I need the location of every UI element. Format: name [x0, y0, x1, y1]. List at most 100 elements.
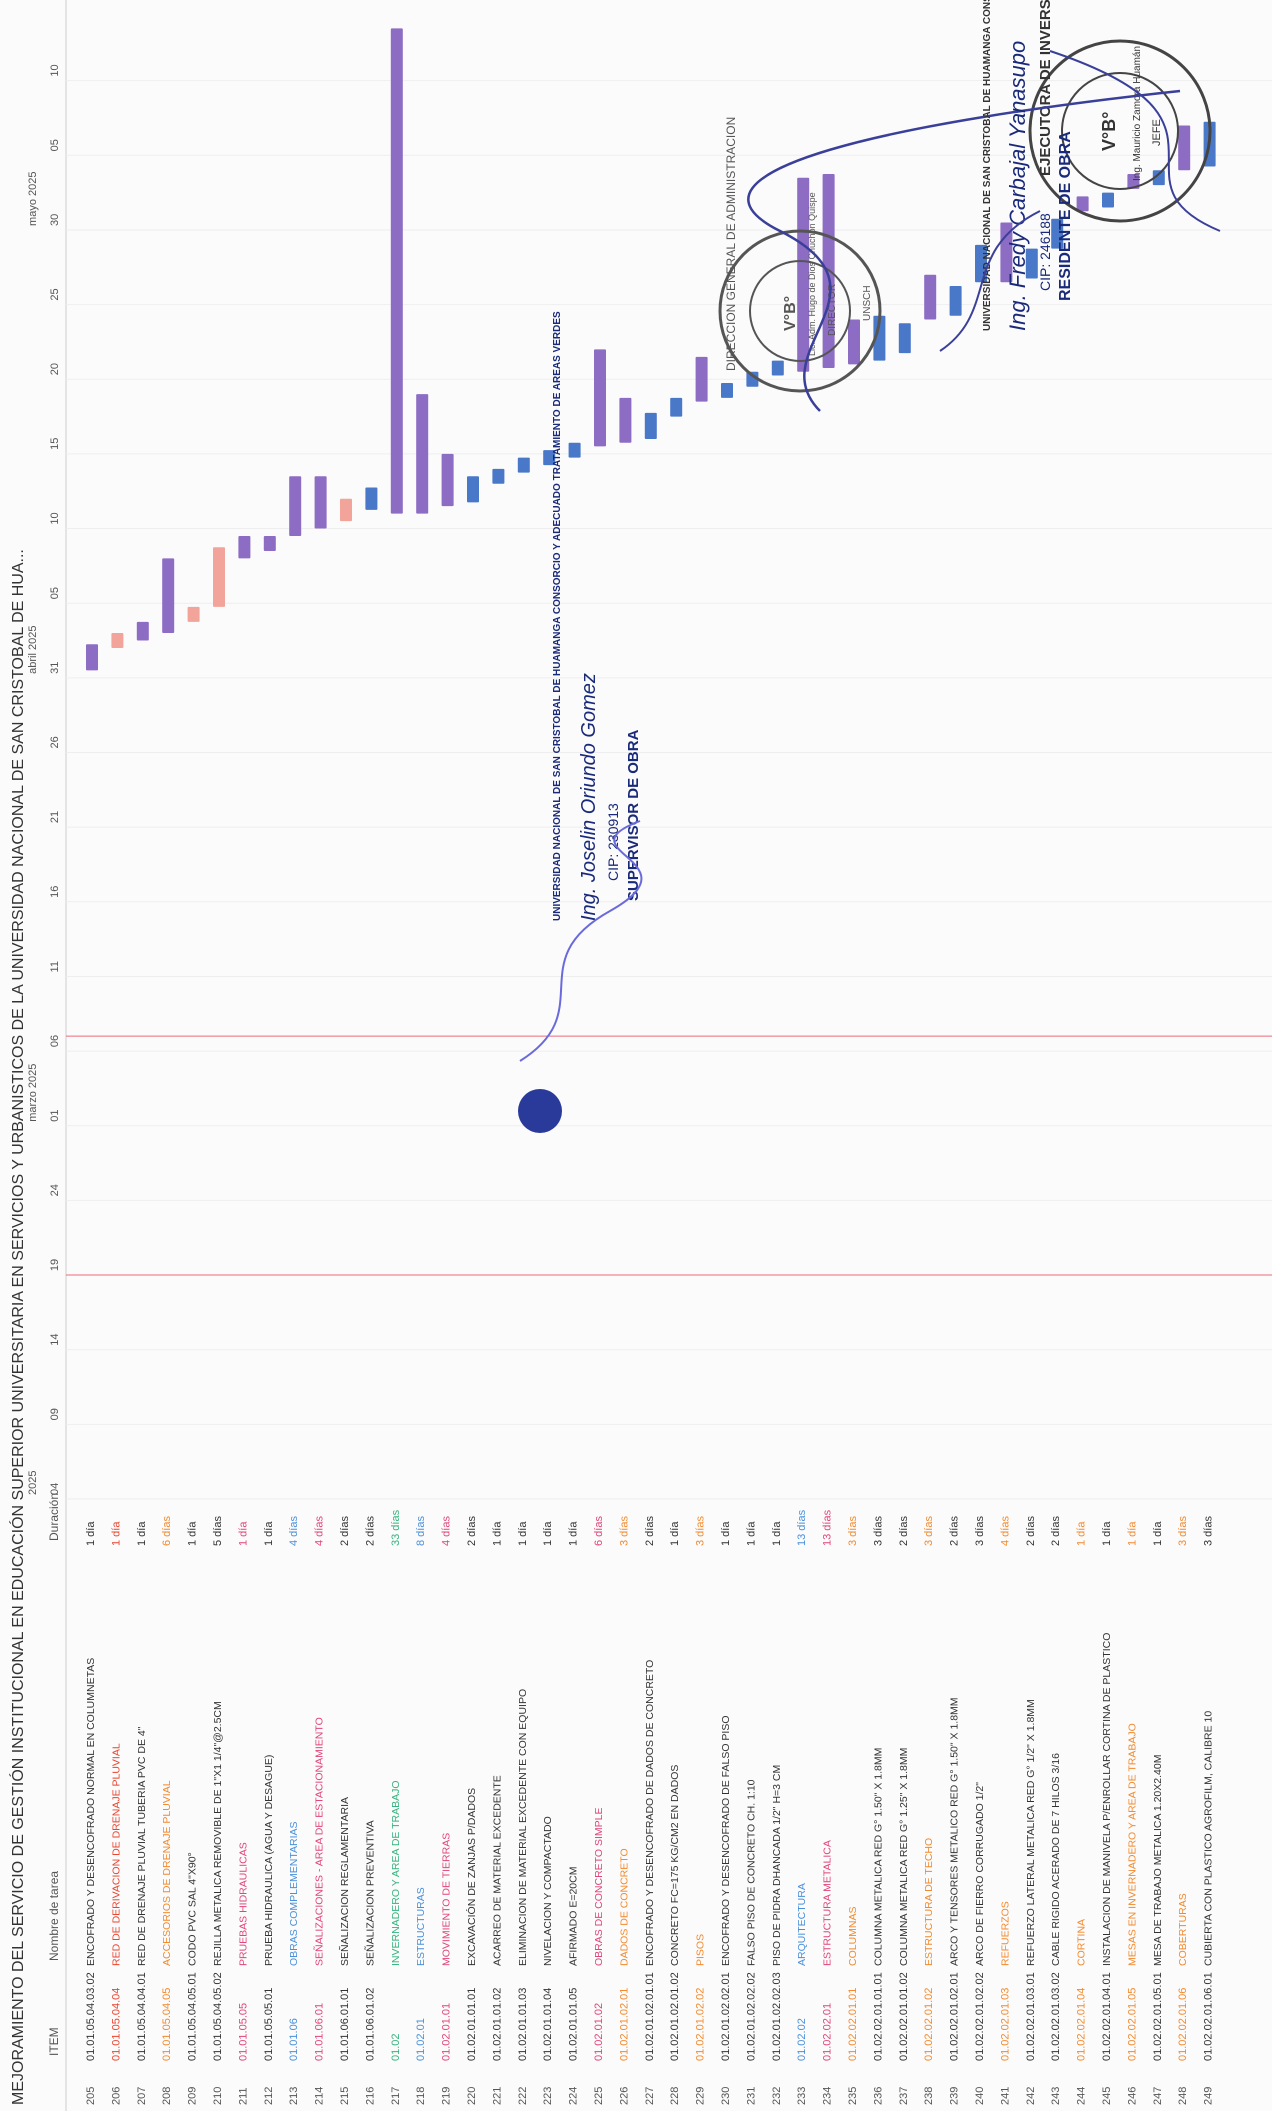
task-row-name: MESA DE TRABAJO METALICA 1.20X2.40M — [1152, 1755, 1164, 1966]
task-row-code: 01.02.02.01.01.01 — [872, 1972, 884, 2061]
gantt-bar — [162, 558, 175, 634]
task-row-name: COLUMNA METALICA RED G° 1.50" X 1.8MM — [872, 1748, 884, 1966]
task-row-duration: 13 días — [796, 1509, 808, 1546]
task-row-code: 01.02.02.01.05.01 — [1152, 1972, 1164, 2061]
gantt-bar — [568, 442, 581, 458]
task-row-duration: 1 día — [187, 1521, 199, 1546]
task-row-number: 225 — [593, 2087, 605, 2105]
task-row: 232 01.02.01.02.02.03 PISO DE PIDRA DHANCA… — [771, 1521, 783, 2105]
task-row-duration: 1 día — [136, 1521, 148, 1546]
task-row: 222 01.02.01.01.03 ELIMINACION DE MATERIAL… — [517, 1521, 529, 2105]
task-row-duration: 5 días — [212, 1516, 224, 1546]
task-row-code: 01.02.02.01.02.02 — [974, 1972, 986, 2061]
inversiones-stamp-inner — [1061, 72, 1179, 190]
task-row-name: PISO DE PIDRA DHANCADA 1/2" H=3 CM — [771, 1765, 783, 1966]
task-row-number: 248 — [1177, 2087, 1189, 2105]
gantt-bar — [543, 450, 556, 466]
task-row-code: 01.02.01.02 — [593, 2003, 605, 2061]
timeline-tick-label: 15 — [49, 438, 61, 450]
task-row: 241 01.02.02.01.03 REFUERZOS 4 días — [999, 1516, 1011, 2105]
gantt-bar — [1178, 125, 1191, 171]
task-row-number: 241 — [999, 2087, 1011, 2105]
task-row: 243 01.02.02.01.03.02 CABLE RIGIDO ACERADO… — [1050, 1516, 1062, 2105]
resident-signature — [939, 210, 1041, 352]
task-row-code: 01.02.02.01.06.01 — [1203, 1972, 1215, 2061]
inversiones-stamp-role: JEFE — [1151, 119, 1163, 146]
task-row-name: MESAS EN INVERNADERO Y AREA DE TRABAJO — [1126, 1723, 1138, 1966]
timeline-tick-label: 20 — [49, 363, 61, 375]
task-row: 244 01.02.02.01.04 CORTINA 1 día — [1076, 1521, 1088, 2105]
task-row-name: OBRAS DE CONCRETO SIMPLE — [593, 1807, 605, 1966]
task-row-number: 243 — [1050, 2087, 1062, 2105]
university-logo — [518, 1089, 562, 1133]
task-row-number: 227 — [644, 2087, 656, 2105]
task-row: 234 01.02.02.01 ESTRUCTURA METALICA 13 días — [822, 1509, 834, 2105]
gantt-bar — [695, 356, 708, 402]
task-row-duration: 1 día — [491, 1521, 503, 1546]
task-row-code: 01.01.05.05.01 — [263, 1988, 275, 2061]
task-row-name: PRUEBAS HIDRAULICAS — [237, 1842, 249, 1966]
supervisor-seal-org: UNIVERSIDAD NACIONAL DE SAN CRISTOBAL DE… — [552, 311, 563, 921]
gantt-bar — [949, 285, 962, 316]
task-row-name: SEÑALIZACION PREVENTIVA — [363, 1820, 376, 1966]
task-row-code: 01.01.05.05 — [237, 2003, 249, 2061]
task-row: 242 01.02.02.01.03.01 REFUERZO LATERAL MET… — [1025, 1516, 1037, 2105]
task-row-name: FALSO PISO DE CONCRETO CH. 1:10 — [745, 1779, 757, 1966]
task-row-code: 01.02.02.01.01 — [847, 1988, 859, 2061]
task-row-number: 247 — [1152, 2087, 1164, 2105]
task-row-number: 213 — [288, 2087, 300, 2105]
task-row: 225 01.02.01.02 OBRAS DE CONCRETO SIMPLE 6 … — [593, 1516, 605, 2105]
task-row-name: PISOS — [695, 1934, 707, 1966]
gantt-bar — [492, 468, 505, 484]
timeline-tick-label: 11 — [49, 961, 61, 972]
task-row-name: ESTRUCTURA METALICA — [822, 1840, 834, 1966]
task-row: 213 01.01.06 OBRAS COMPLEMENTARIAS 4 días — [288, 1516, 300, 2105]
task-row-name: ACCESORIOS DE DRENAJE PLUVIAL — [161, 1780, 173, 1966]
task-row-code: 01.02.01.02.02.02 — [745, 1972, 757, 2061]
task-row-number: 222 — [517, 2087, 529, 2105]
timeline-tick-label: 26 — [49, 736, 61, 748]
gantt-bar — [1152, 170, 1165, 186]
task-row-number: 205 — [85, 2087, 97, 2105]
task-row-code: 01.01.06.01.02 — [364, 1988, 376, 2061]
task-row: 246 01.02.02.01.05 MESAS EN INVERNADERO Y … — [1126, 1521, 1138, 2105]
task-row-duration: 3 días — [618, 1516, 630, 1546]
task-row-number: 214 — [314, 2087, 326, 2105]
task-row-duration: 1 día — [85, 1521, 97, 1546]
timeline-tick-label: 01 — [49, 1110, 61, 1122]
resident-seal-name: Ing. Fredy Carbajal Yanasupo — [1005, 41, 1030, 331]
task-row-name: CUBIERTA CON PLASTICO AGROFILM, CALIBRE … — [1203, 1711, 1215, 1966]
task-row: 230 01.02.01.02.02.01 ENCOFRADO Y DESENCOF… — [720, 1521, 732, 2105]
task-row-duration: 1 día — [1152, 1521, 1164, 1546]
task-row-name: ARQUITECTURA — [796, 1883, 808, 1966]
task-row-number: 239 — [949, 2087, 961, 2105]
resident-seal: UNIVERSIDAD NACIONAL DE SAN CRISTOBAL DE… — [982, 0, 1074, 331]
task-row-number: 210 — [212, 2087, 224, 2105]
task-row-number: 234 — [822, 2087, 834, 2105]
task-row-name: RED DE DRENAJE PLUVIAL TUBERIA PVC DE 4" — [136, 1726, 148, 1966]
task-row-name: ARCO Y TENSORES METALICO RED G° 1.50" X … — [949, 1697, 961, 1966]
admin-stamp-ring — [718, 229, 882, 393]
task-row-name: EXCAVACIÓN DE ZANJAS P/DADOS — [465, 1788, 478, 1966]
task-row: 245 01.02.02.01.04.01 INSTALACION DE MANIV… — [1101, 1521, 1113, 2105]
task-row-duration: 6 días — [161, 1516, 173, 1546]
timeline-tick-label: 05 — [49, 139, 61, 151]
col-header-item: ITEM — [47, 2027, 61, 2056]
task-row-duration: 4 días — [288, 1516, 300, 1546]
task-row-code: 01.02.02.01.04.01 — [1101, 1972, 1113, 2061]
task-row-duration: 1 día — [568, 1521, 580, 1546]
timeline-tick-label: 24 — [49, 1184, 61, 1196]
gantt-bar — [213, 547, 225, 607]
task-row-code: 01.01.06.01.01 — [339, 1988, 351, 2061]
gantt-bar — [644, 412, 657, 439]
task-row-number: 232 — [771, 2087, 783, 2105]
timeline-tick-label: 31 — [49, 662, 61, 674]
task-row-number: 233 — [796, 2087, 808, 2105]
admin-stamp-title: DIRECCION GENERAL DE ADMINISTRACION — [724, 117, 738, 371]
task-row-number: 246 — [1126, 2087, 1138, 2105]
timeline-tick-label: 16 — [49, 886, 61, 898]
task-row-duration: 1 día — [1076, 1521, 1088, 1546]
gantt-bar — [187, 606, 200, 622]
task-row-name: REFUERZO LATERAL METALICA RED G° 1/2" X … — [1025, 1699, 1037, 1966]
task-row-number: 206 — [110, 2087, 122, 2105]
